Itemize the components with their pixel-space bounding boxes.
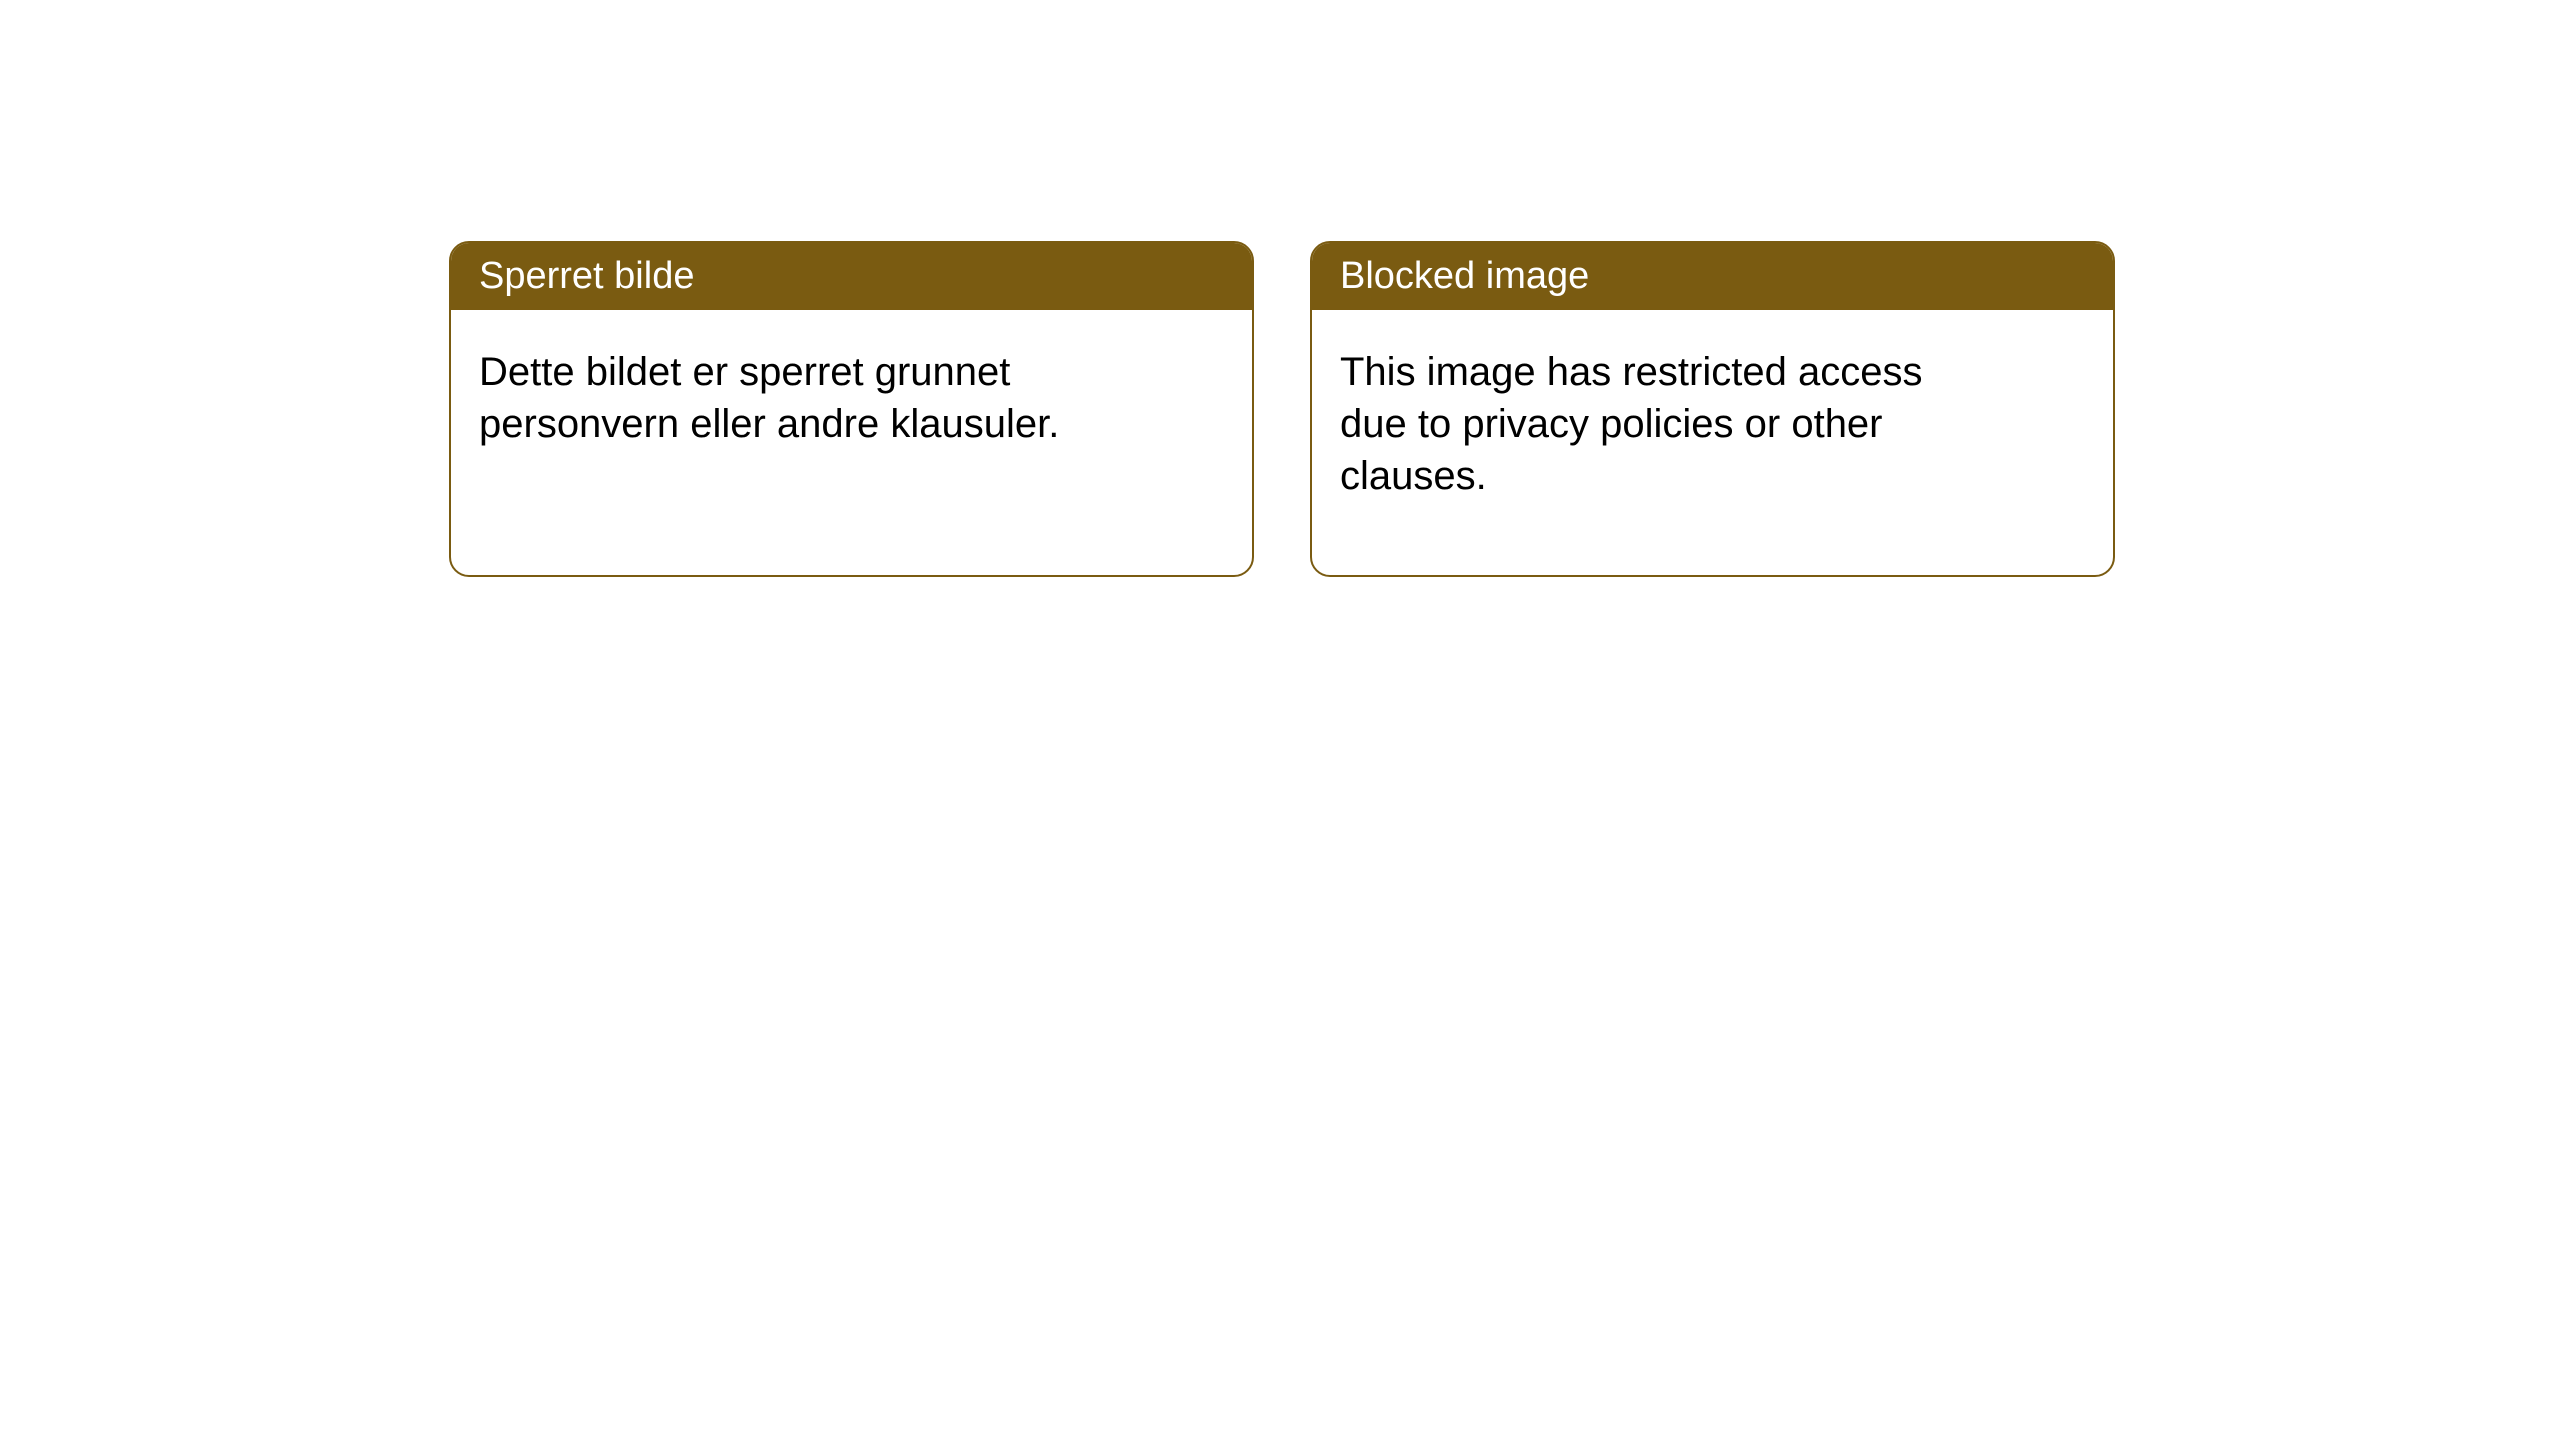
notice-header-norwegian: Sperret bilde — [451, 243, 1252, 310]
notice-title-english: Blocked image — [1340, 255, 1589, 297]
notice-body-english: This image has restricted access due to … — [1312, 310, 2012, 538]
notice-title-norwegian: Sperret bilde — [479, 255, 694, 297]
notice-header-english: Blocked image — [1312, 243, 2113, 310]
notice-card-norwegian: Sperret bilde Dette bildet er sperret gr… — [449, 241, 1254, 577]
notice-container: Sperret bilde Dette bildet er sperret gr… — [449, 241, 2115, 577]
notice-text-english: This image has restricted access due to … — [1340, 350, 1922, 498]
notice-card-english: Blocked image This image has restricted … — [1310, 241, 2115, 577]
notice-text-norwegian: Dette bildet er sperret grunnet personve… — [479, 350, 1059, 446]
notice-body-norwegian: Dette bildet er sperret grunnet personve… — [451, 310, 1151, 486]
